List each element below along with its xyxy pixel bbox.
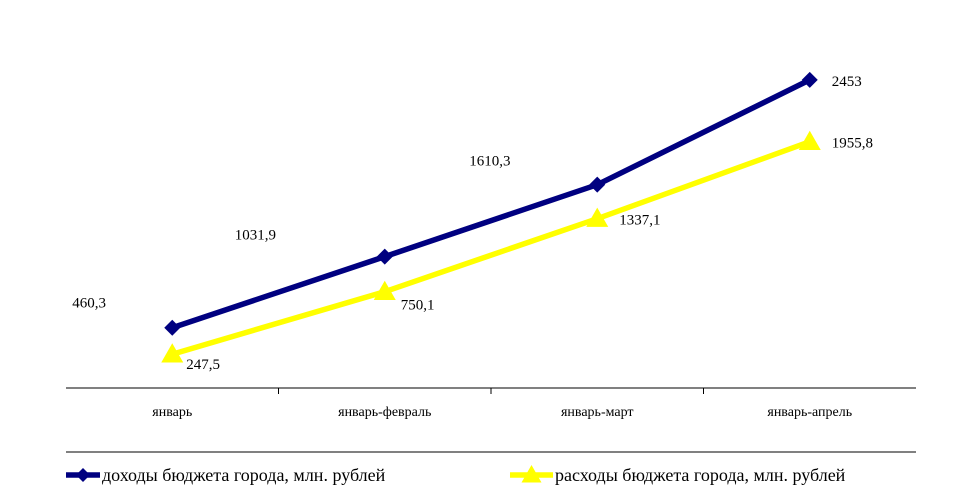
legend-label: доходы бюджета города, млн. рублей [102, 465, 386, 485]
series-line [171, 139, 811, 357]
series-layer [161, 71, 821, 363]
x-tick-label: январь [152, 405, 192, 420]
legend: доходы бюджета города, млн. рублей расход… [66, 465, 846, 485]
data-point-triangle [798, 130, 821, 150]
data-label: 460,3 [72, 296, 106, 312]
data-label: 1955,8 [832, 136, 873, 152]
series-line [171, 77, 811, 331]
data-label: 247,5 [186, 357, 220, 373]
x-tick-label: январь-март [561, 405, 634, 420]
x-axis-tick-labels: январь январь-февраль январь-март январь-ап… [152, 405, 852, 420]
data-label: 2453 [832, 74, 862, 90]
x-axis-ticks [278, 388, 704, 394]
data-point-diamond [376, 248, 393, 265]
data-label: 750,1 [401, 298, 435, 314]
x-tick-label: январь-апрель [767, 405, 852, 420]
data-label: 1337,1 [619, 213, 660, 229]
x-tick-label: январь-февраль [338, 405, 431, 420]
series-2 [161, 130, 821, 363]
data-point-diamond [589, 176, 606, 193]
data-point-triangle [161, 343, 184, 363]
legend-item-1: доходы бюджета города, млн. рублей [66, 465, 386, 485]
data-point-triangle [586, 207, 609, 227]
legend-label: расходы бюджета города, млн. рублей [555, 465, 846, 485]
data-point-diamond [164, 319, 181, 336]
data-point-diamond [76, 468, 90, 482]
data-label: 1031,9 [235, 228, 276, 244]
data-point-triangle [521, 465, 542, 483]
series-1 [164, 71, 818, 336]
data-label: 1610,3 [469, 154, 510, 170]
data-point-triangle [373, 280, 396, 300]
data-point-diamond [801, 71, 818, 88]
legend-item-2: расходы бюджета города, млн. рублей [510, 465, 846, 485]
data-labels: 460,3 1031,9 1610,3 2453 247,5 750,1 1337,1 195… [72, 74, 873, 373]
